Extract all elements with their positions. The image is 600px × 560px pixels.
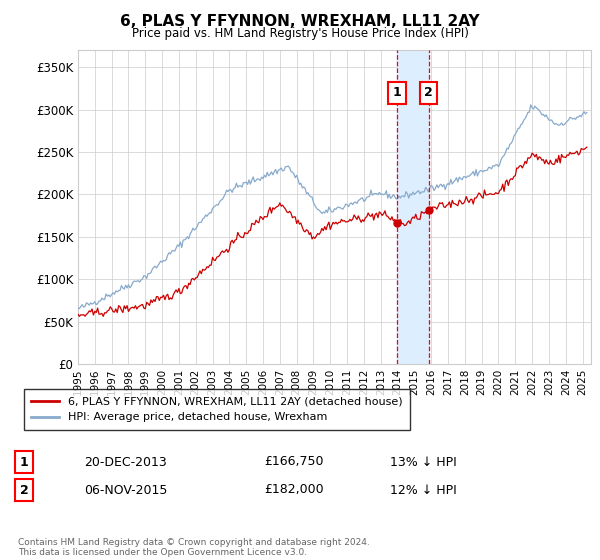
Bar (397, 50, 428, 364)
Text: 6, PLAS Y FFYNNON, WREXHAM, LL11 2AY: 6, PLAS Y FFYNNON, WREXHAM, LL11 2AY (120, 14, 480, 29)
Text: 2: 2 (424, 86, 433, 99)
Text: 12% ↓ HPI: 12% ↓ HPI (390, 483, 457, 497)
Text: 13% ↓ HPI: 13% ↓ HPI (390, 455, 457, 469)
Text: 2: 2 (20, 483, 28, 497)
Text: Price paid vs. HM Land Registry's House Price Index (HPI): Price paid vs. HM Land Registry's House … (131, 27, 469, 40)
Text: Contains HM Land Registry data © Crown copyright and database right 2024.
This d: Contains HM Land Registry data © Crown c… (18, 538, 370, 557)
Text: £182,000: £182,000 (264, 483, 323, 497)
Text: 20-DEC-2013: 20-DEC-2013 (84, 455, 167, 469)
Text: 1: 1 (20, 455, 28, 469)
Legend: 6, PLAS Y FFYNNON, WREXHAM, LL11 2AY (detached house), HPI: Average price, detac: 6, PLAS Y FFYNNON, WREXHAM, LL11 2AY (de… (23, 389, 410, 430)
Text: £166,750: £166,750 (264, 455, 323, 469)
Text: 1: 1 (392, 86, 401, 99)
Text: 06-NOV-2015: 06-NOV-2015 (84, 483, 167, 497)
